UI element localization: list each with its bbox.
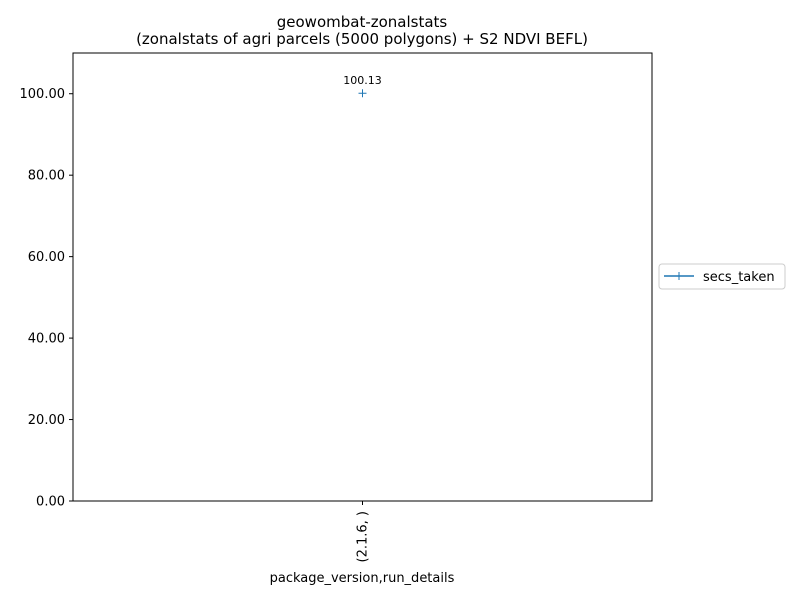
y-tick-label: 40.00 xyxy=(28,332,65,347)
plot-area: 0.00 20.00 40.00 60.00 80.00 100.00 (2.1.6, ) 1… xyxy=(20,74,382,562)
data-point xyxy=(358,89,367,98)
y-tick-label: 100.00 xyxy=(20,87,66,102)
y-tick-label: 0.00 xyxy=(36,495,65,510)
x-axis-label: package_version,run_details xyxy=(270,571,455,586)
legend-entry-secs-taken: secs_taken xyxy=(703,270,775,285)
y-tick-label: 60.00 xyxy=(28,250,65,265)
chart-subtitle: (zonalstats of agri parcels (5000 polygo… xyxy=(136,30,588,48)
x-tick-label: (2.1.6, ) xyxy=(356,511,371,563)
legend-frame xyxy=(658,263,786,290)
legend: secs_taken xyxy=(658,263,786,290)
y-tick-label: 20.00 xyxy=(28,413,65,428)
data-label: 100.13 xyxy=(343,74,382,87)
y-tick-label: 80.00 xyxy=(28,169,65,184)
legend-marker-swatch xyxy=(675,272,683,280)
chart-title: geowombat-zonalstats xyxy=(277,13,448,31)
plot-frame xyxy=(72,52,653,502)
